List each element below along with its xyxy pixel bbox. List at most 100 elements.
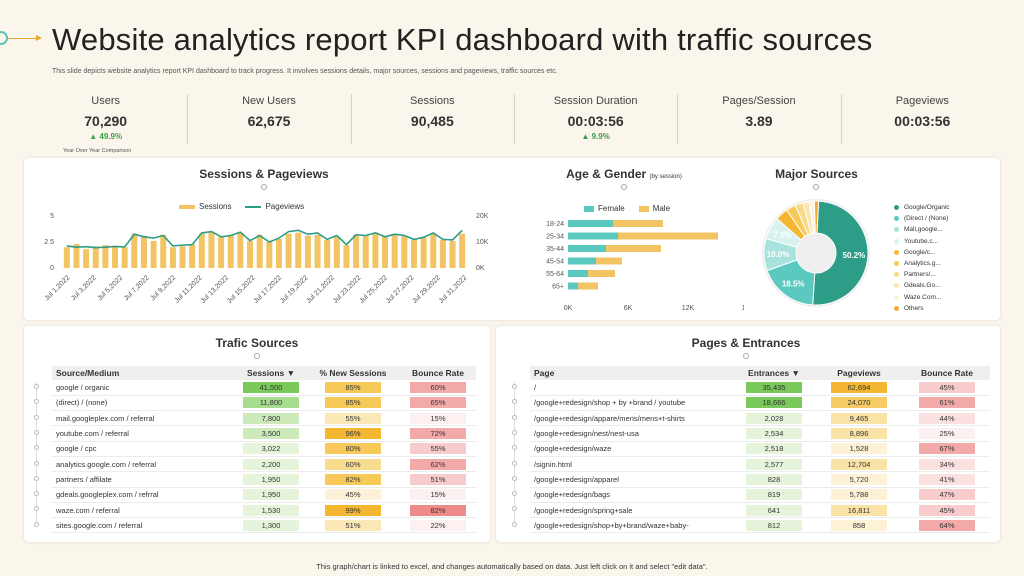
- session-bar[interactable]: [382, 235, 389, 268]
- pages-row[interactable]: /google+redesign/nest/nest-usa 2,534 8,896…: [530, 425, 990, 442]
- pageviews-line[interactable]: [66, 229, 463, 249]
- session-bar[interactable]: [314, 234, 321, 268]
- session-bar[interactable]: [218, 236, 225, 268]
- session-bar[interactable]: [372, 232, 379, 268]
- female-bar[interactable]: [568, 270, 588, 277]
- session-bar[interactable]: [295, 232, 302, 268]
- session-bar[interactable]: [401, 235, 408, 268]
- traffic-row[interactable]: gdeals.googleplex.com / refrral 1,950 45% 1…: [52, 487, 476, 503]
- traffic-row[interactable]: (direct) / (none) 11,800 85% 65%: [52, 395, 476, 412]
- kpi-sessions[interactable]: Sessions 90,485: [350, 92, 514, 154]
- major-legend-item[interactable]: Google/c...: [894, 247, 950, 258]
- kpi-session-duration[interactable]: Session Duration 00:03:56 ▲ 9.9%: [513, 92, 677, 154]
- col-source[interactable]: Source/Medium: [52, 366, 236, 380]
- session-bar[interactable]: [83, 249, 90, 268]
- session-bar[interactable]: [410, 239, 417, 268]
- session-bar[interactable]: [92, 246, 99, 268]
- male-bar[interactable]: [618, 232, 718, 240]
- session-bar[interactable]: [420, 237, 427, 268]
- session-bar[interactable]: [160, 234, 167, 268]
- female-bar[interactable]: [568, 245, 606, 252]
- pages-row[interactable]: /google+redesign/spring+sale 641 16,811 45%: [530, 502, 990, 519]
- traffic-row[interactable]: youtube.com / referral 3,500 96% 72%: [52, 425, 476, 442]
- session-bar[interactable]: [343, 245, 350, 268]
- session-bar[interactable]: [237, 232, 244, 268]
- kpi-pageviews[interactable]: Pageviews 00:03:56: [840, 92, 1004, 154]
- session-bar[interactable]: [150, 240, 157, 268]
- donut-slice[interactable]: [812, 200, 869, 306]
- session-bar[interactable]: [131, 233, 138, 268]
- session-bar[interactable]: [169, 247, 176, 268]
- female-bar[interactable]: [568, 232, 618, 240]
- session-bar[interactable]: [256, 234, 263, 268]
- traffic-row[interactable]: partners / affilate 1,950 82% 51%: [52, 471, 476, 488]
- major-legend-item[interactable]: Waze.Com...: [894, 292, 950, 303]
- session-bar[interactable]: [459, 233, 466, 268]
- session-bar[interactable]: [179, 246, 186, 268]
- session-bar[interactable]: [266, 242, 273, 268]
- session-bar[interactable]: [353, 234, 360, 268]
- pages-row[interactable]: /google+redesign/appare/mens/mens+t-shir…: [530, 410, 990, 427]
- major-legend-item[interactable]: (Direct / (None): [894, 213, 950, 224]
- female-bar[interactable]: [568, 282, 578, 290]
- legend-pageviews[interactable]: Pageviews: [245, 202, 304, 211]
- sort-down-icon[interactable]: ▼: [286, 368, 296, 378]
- session-bar[interactable]: [333, 236, 340, 268]
- col-sessions[interactable]: Sessions ▼: [236, 366, 306, 380]
- col-entrances[interactable]: Entrances ▼: [734, 366, 814, 380]
- kpi-users[interactable]: Users 70,290 ▲ 49.9%: [24, 92, 187, 154]
- sort-down-icon[interactable]: ▼: [791, 368, 800, 378]
- major-legend-item[interactable]: Analytics.g...: [894, 258, 950, 269]
- major-legend-item[interactable]: Mall,google...: [894, 224, 950, 235]
- male-bar[interactable]: [588, 270, 615, 277]
- traffic-row[interactable]: mail.googleplex.com / referral 7,800 55% 15…: [52, 410, 476, 427]
- pages-row[interactable]: /google+redesign/apparel 828 5,720 41%: [530, 471, 990, 488]
- male-bar[interactable]: [578, 282, 598, 290]
- col-new-sessions[interactable]: % New Sessions: [306, 366, 400, 380]
- session-bar[interactable]: [73, 244, 80, 268]
- traffic-row[interactable]: analytics.google.com / referral 2,200 60% 6…: [52, 456, 476, 473]
- session-bar[interactable]: [102, 245, 109, 268]
- pages-row[interactable]: / 35,435 62,694 45%: [530, 380, 990, 396]
- legend-female[interactable]: Female: [584, 204, 625, 213]
- female-bar[interactable]: [568, 220, 613, 227]
- traffic-row[interactable]: waze.com / referral 1,530 99% 82%: [52, 502, 476, 519]
- session-bar[interactable]: [439, 239, 446, 268]
- male-bar[interactable]: [606, 245, 661, 252]
- legend-male[interactable]: Male: [638, 204, 670, 213]
- major-legend-item[interactable]: Others: [894, 303, 950, 314]
- session-bar[interactable]: [140, 235, 147, 268]
- session-bar[interactable]: [198, 233, 205, 268]
- major-legend-item[interactable]: Partners/...: [894, 269, 950, 280]
- session-bar[interactable]: [324, 239, 331, 268]
- col-bounce-rate[interactable]: Bounce Rate: [400, 366, 476, 380]
- session-bar[interactable]: [208, 231, 215, 268]
- session-bar[interactable]: [121, 247, 128, 268]
- pages-row[interactable]: /google+redesign/shop+by+brand/waze+baby…: [530, 517, 990, 534]
- session-bar[interactable]: [227, 234, 234, 268]
- session-bar[interactable]: [247, 240, 254, 268]
- session-bar[interactable]: [189, 244, 196, 268]
- kpi-new-users[interactable]: New Users 62,675: [187, 92, 350, 154]
- major-legend-item[interactable]: Youtube.c...: [894, 236, 950, 247]
- session-bar[interactable]: [275, 238, 282, 268]
- traffic-row[interactable]: google / cpc 3,022 80% 55%: [52, 441, 476, 457]
- male-bar[interactable]: [613, 220, 663, 227]
- kpi-pages-session[interactable]: Pages/Session 3.89: [677, 92, 840, 154]
- session-bar[interactable]: [430, 233, 437, 268]
- session-bar[interactable]: [391, 233, 398, 268]
- major-legend-item[interactable]: Gdeals.Go...: [894, 280, 950, 291]
- pages-row[interactable]: /google+redesign/bags 819 5,788 47%: [530, 487, 990, 503]
- col-page[interactable]: Page: [530, 366, 734, 380]
- session-bar[interactable]: [304, 235, 311, 268]
- pages-row[interactable]: /signin.html 2,577 12,704 34%: [530, 456, 990, 473]
- legend-sessions[interactable]: Sessions: [179, 202, 231, 211]
- major-legend-item[interactable]: Google/Organic: [894, 202, 950, 213]
- session-bar[interactable]: [63, 247, 70, 268]
- traffic-row[interactable]: sites.google.com / referral 1,300 51% 22%: [52, 517, 476, 534]
- session-bar[interactable]: [112, 246, 119, 268]
- donut-slice[interactable]: [813, 200, 820, 234]
- female-bar[interactable]: [568, 257, 596, 265]
- male-bar[interactable]: [596, 257, 622, 265]
- session-bar[interactable]: [362, 235, 369, 268]
